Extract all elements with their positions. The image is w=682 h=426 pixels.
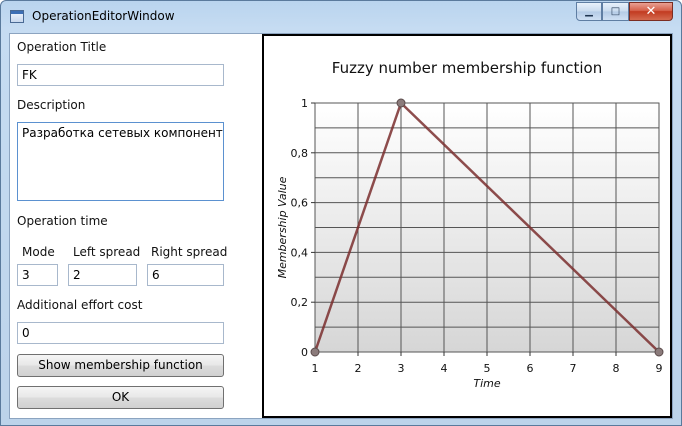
operation-title-label: Operation Title <box>17 40 107 54</box>
data-point <box>396 98 406 108</box>
client-area: Operation Title FK Description Разработк… <box>9 33 673 419</box>
chart-panel: Fuzzy number membership function 0 0,2 0,4… <box>262 34 672 418</box>
series-line-segment <box>400 102 660 353</box>
left-spread-input[interactable]: 2 <box>68 264 137 286</box>
left-spread-label: Left spread <box>73 245 141 259</box>
chart-title: Fuzzy number membership function <box>332 59 602 77</box>
additional-effort-input[interactable]: 0 <box>17 322 224 344</box>
operation-title-input[interactable]: FK <box>17 64 224 86</box>
x-axis-ticks: 1 2 3 4 5 6 7 8 9 <box>312 352 663 375</box>
x-tick-label: 3 <box>398 362 405 375</box>
series-membership <box>310 98 664 357</box>
description-input[interactable]: Разработка сетевых компонентов <box>17 122 224 201</box>
maximize-icon: □ <box>610 6 621 17</box>
data-point <box>654 347 664 357</box>
operation-form: Operation Title FK Description Разработк… <box>10 34 262 418</box>
membership-chart: Fuzzy number membership function 0 0,2 0,4… <box>276 59 664 390</box>
additional-effort-label: Additional effort cost <box>17 298 143 312</box>
right-spread-label: Right spread <box>151 245 228 259</box>
y-tick-label: 0 <box>301 346 308 359</box>
maximize-button[interactable]: □ <box>602 2 629 21</box>
close-button[interactable]: ✕ <box>629 2 673 21</box>
show-membership-function-button[interactable]: Show membership function <box>17 354 224 377</box>
x-tick-label: 1 <box>312 362 319 375</box>
data-point <box>310 347 320 357</box>
caption-buttons: ▁ □ ✕ <box>576 2 673 21</box>
ok-button[interactable]: OK <box>17 386 224 409</box>
y-tick-label: 0,6 <box>291 197 309 210</box>
y-tick-label: 0,4 <box>291 246 309 259</box>
x-tick-label: 8 <box>613 362 620 375</box>
x-tick-label: 5 <box>484 362 491 375</box>
series-line-segment <box>313 102 403 353</box>
x-tick-label: 9 <box>656 362 663 375</box>
title-bar[interactable]: OperationEditorWindow ▁ □ ✕ <box>1 1 681 31</box>
minimize-button[interactable]: ▁ <box>576 2 602 21</box>
mode-input[interactable]: 3 <box>17 264 58 286</box>
y-axis-label: Membership Value <box>276 176 289 278</box>
x-tick-label: 6 <box>527 362 534 375</box>
y-axis-ticks: 0 0,2 0,4 0,6 0,8 1 <box>291 97 315 359</box>
right-spread-input[interactable]: 6 <box>147 264 224 286</box>
window-title: OperationEditorWindow <box>32 9 175 23</box>
minimize-icon: ▁ <box>585 6 593 17</box>
close-icon: ✕ <box>645 4 657 19</box>
window-app-icon <box>10 10 24 23</box>
description-label: Description <box>17 98 86 112</box>
operation-time-label: Operation time <box>17 214 108 228</box>
x-tick-label: 2 <box>355 362 362 375</box>
y-tick-label: 0,2 <box>291 296 309 309</box>
y-tick-label: 1 <box>301 97 308 110</box>
y-tick-label: 0,8 <box>291 147 309 160</box>
description-text: Разработка сетевых компонентов <box>22 126 224 140</box>
x-tick-label: 7 <box>570 362 577 375</box>
x-axis-label: Time <box>473 377 500 390</box>
mode-label: Mode <box>22 245 55 259</box>
x-tick-label: 4 <box>441 362 448 375</box>
